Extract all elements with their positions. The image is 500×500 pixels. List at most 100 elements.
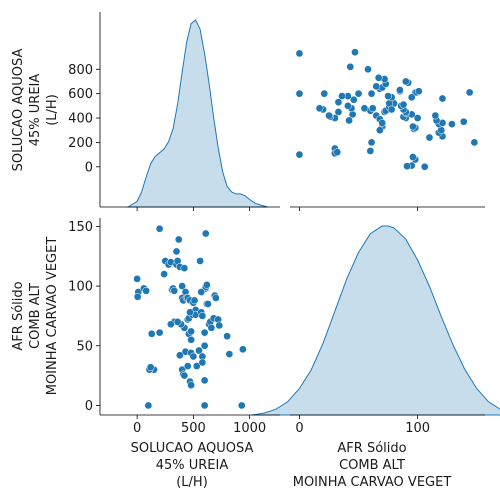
scatter-point-top-78	[334, 98, 343, 107]
scatter-point-bottom-48	[200, 341, 209, 350]
scatter-point-bottom-78	[192, 362, 201, 370]
scatter-point-bottom-86	[200, 376, 209, 385]
scatter-point-bottom-9	[144, 401, 153, 410]
left-afr-y-tick-label-0: 0	[85, 399, 93, 414]
panel-solucao-kde	[126, 19, 268, 208]
scatter-point-bottom-63	[223, 332, 231, 341]
scatter-point-top-6	[409, 153, 417, 161]
scatter-point-bottom-18	[170, 286, 179, 295]
y-label-solucao-line3: (L/H)	[45, 94, 60, 126]
scatter-point-bottom-83	[176, 351, 184, 360]
scatter-point-top-74	[325, 111, 333, 120]
scatter-point-bottom-38	[187, 335, 195, 344]
scatter-point-top-38	[360, 104, 369, 113]
x-label-solucao-line2: 45% UREIA	[156, 458, 229, 473]
bottom-solucao-x-tick-label-2: 1000	[233, 421, 266, 436]
scatter-point-top-70	[407, 93, 416, 102]
scatter-point-top-80	[346, 62, 355, 71]
y-label-afr-line1: AFR Sólido	[11, 281, 26, 350]
scatter-point-bottom-25	[178, 282, 186, 290]
x-label-afr-line3: MOINHA CARVAO VEGET	[293, 475, 452, 490]
scatter-point-top-1	[470, 138, 479, 147]
y-label-afr-line2: COMB ALT	[28, 283, 43, 349]
scatter-point-top-12	[425, 133, 434, 142]
scatter-point-top-18	[409, 122, 417, 131]
scatter-point-bottom-50	[201, 229, 210, 238]
scatter-point-bottom-70	[197, 288, 206, 296]
scatter-point-bottom-69	[190, 296, 199, 305]
bottom-solucao-x-tick-label-0: 0	[133, 421, 141, 436]
scatter-point-bottom-6	[142, 286, 150, 295]
scatter-point-bottom-81	[237, 401, 246, 410]
scatter-point-top-69	[399, 100, 408, 109]
y-label-afr-line3: MOINHA CARVAO VEGET	[45, 237, 60, 396]
scatter-point-bottom-8	[146, 363, 155, 372]
scatter-point-bottom-67	[167, 320, 175, 329]
scatter-point-bottom-60	[212, 294, 220, 302]
y-label-solucao-line1: SOLUCAO AQUOSA	[11, 49, 26, 172]
scatter-point-bottom-1	[155, 224, 164, 233]
scatter-point-bottom-11	[155, 328, 164, 337]
scatter-point-top-67	[375, 126, 384, 135]
scatter-point-top-2	[420, 162, 429, 171]
afr-density-area	[252, 225, 500, 416]
scatter-point-bottom-49	[200, 328, 209, 337]
scatter-point-bottom-85	[187, 381, 195, 390]
panel-afr-vs-solucao	[133, 224, 247, 410]
scatter-point-top-25	[413, 114, 422, 122]
x-label-solucao-line1: SOLUCAO AQUOSA	[131, 441, 254, 456]
scatter-point-top-49	[367, 89, 376, 98]
left-afr-y-tick-label-2: 100	[68, 280, 93, 295]
scatter-point-bottom-43	[195, 346, 203, 355]
scatter-point-top-71	[414, 87, 423, 96]
scatter-point-bottom-80	[225, 350, 234, 358]
left-solucao-y-tick-label-4: 800	[68, 63, 93, 78]
left-afr-y-tick-label-1: 50	[76, 339, 93, 354]
scatter-point-top-57	[372, 82, 381, 91]
scatter-point-bottom-66	[173, 318, 182, 326]
scatter-point-bottom-10	[147, 329, 156, 338]
scatter-point-bottom-74	[180, 371, 189, 380]
scatter-point-bottom-68	[186, 308, 194, 317]
scatter-point-top-43	[349, 95, 358, 104]
x-axis-labels: SOLUCAO AQUOSA 45% UREIA (L/H) AFR Sólid…	[131, 441, 452, 490]
scatter-point-top-66	[378, 119, 387, 127]
scatter-point-top-83	[345, 116, 353, 125]
scatter-point-top-85	[315, 104, 324, 113]
bottom-afr-x-tick-label-1: 100	[405, 421, 430, 436]
scatter-point-top-68	[387, 105, 396, 114]
scatter-point-top-86	[320, 89, 329, 98]
scatter-point-top-48	[354, 89, 363, 98]
scatter-point-top-46	[384, 92, 392, 100]
x-label-afr-line2: COMB ALT	[339, 458, 405, 473]
scatter-point-top-23	[459, 117, 468, 126]
bottom-afr-x-tick-label-0: 0	[295, 421, 303, 436]
left-solucao-y-tick-label-0: 0	[85, 160, 93, 175]
scatter-point-bottom-82	[239, 345, 247, 354]
left-solucao-y-tick-label-2: 400	[68, 112, 93, 127]
y-label-solucao-line2: 45% UREIA	[28, 74, 43, 147]
solucao-density-area	[126, 19, 268, 208]
scatter-point-top-62	[374, 73, 383, 82]
scatter-point-bottom-57	[207, 323, 216, 332]
scatter-point-bottom-46	[198, 312, 207, 320]
scatter-point-bottom-28	[180, 264, 189, 272]
left-afr-y-tick-label-3: 150	[68, 220, 93, 235]
scatter-point-top-63	[364, 65, 372, 74]
left-solucao-y-tick-label-1: 200	[68, 136, 93, 151]
scatter-point-bottom-23	[174, 235, 183, 244]
scatter-point-top-21	[448, 120, 456, 128]
scatter-point-bottom-62	[215, 321, 224, 330]
scatter-point-bottom-12	[160, 270, 168, 278]
scatter-point-bottom-77	[189, 352, 198, 361]
scatter-point-top-11	[367, 138, 376, 147]
scatter-point-bottom-21	[172, 247, 181, 256]
scatter-point-bottom-37	[187, 327, 195, 336]
scatter-point-top-9	[295, 150, 304, 159]
scatter-point-bottom-71	[203, 281, 211, 289]
scatter-point-top-4	[403, 162, 411, 171]
axis-ticks	[96, 68, 419, 419]
scatter-point-bottom-54	[204, 300, 212, 308]
x-label-afr-line1: AFR Sólido	[337, 441, 406, 456]
left-solucao-y-tick-label-3: 600	[68, 87, 93, 102]
